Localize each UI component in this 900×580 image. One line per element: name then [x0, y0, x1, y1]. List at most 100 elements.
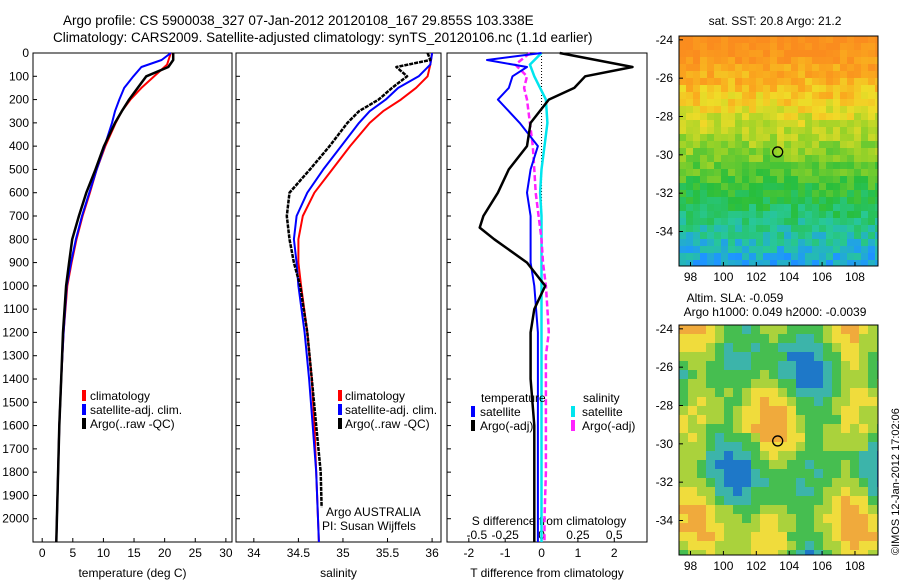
map-cell [805, 239, 812, 246]
map-cell [721, 253, 728, 260]
map-cell [763, 99, 770, 106]
map-cell [823, 424, 832, 433]
depth-tick-label: 1300 [2, 349, 29, 363]
map-cell [784, 120, 791, 127]
map-cell [756, 127, 763, 134]
map-cell [679, 50, 686, 57]
map-cell [742, 218, 749, 225]
map-cell [715, 397, 724, 406]
map-cell [798, 43, 805, 50]
map-cell [875, 232, 878, 239]
map-cell [760, 442, 769, 451]
map-cell [791, 141, 798, 148]
map-cell [787, 325, 796, 334]
map-cell [733, 343, 742, 352]
map-cell [798, 85, 805, 92]
map-cell [770, 211, 777, 218]
map-cell [859, 550, 868, 555]
map-cell [679, 204, 686, 211]
map-cell [724, 370, 733, 379]
map-cell [847, 71, 854, 78]
map-cell [686, 113, 693, 120]
map-cell [715, 406, 724, 415]
map-cell [847, 127, 854, 134]
map-cell [763, 232, 770, 239]
map-cell [679, 514, 688, 523]
lon-tick-label: 98 [684, 559, 698, 573]
map-cell [686, 50, 693, 57]
map-cell [841, 514, 850, 523]
map-cell [812, 197, 819, 204]
map-cell [760, 406, 769, 415]
map-cell [805, 36, 812, 43]
map-cell [724, 442, 733, 451]
map-cell [728, 232, 735, 239]
map-cell [679, 541, 688, 550]
map-cell [756, 99, 763, 106]
map-cell [778, 325, 787, 334]
depth-tick-label: 1900 [2, 488, 29, 502]
map-cell [714, 204, 721, 211]
map-cell [770, 232, 777, 239]
map-cell [686, 239, 693, 246]
map-cell [686, 162, 693, 169]
map-cell [805, 460, 814, 469]
map-cell [715, 352, 724, 361]
map-cell [756, 155, 763, 162]
map-cell [826, 50, 833, 57]
map-cell [833, 127, 840, 134]
map-cell [700, 148, 707, 155]
map-cell [819, 253, 826, 260]
map-cell [721, 92, 728, 99]
map-cell [777, 225, 784, 232]
map-cell [841, 388, 850, 397]
map-cell [688, 523, 697, 532]
map-cell [787, 523, 796, 532]
map-cell [777, 190, 784, 197]
map-cell [854, 71, 861, 78]
map-cell [861, 106, 868, 113]
map-cell [742, 113, 749, 120]
map-cell [742, 169, 749, 176]
map-cell [742, 260, 749, 266]
map-cell [854, 246, 861, 253]
map-cell [760, 397, 769, 406]
map-cell [832, 487, 841, 496]
map-cell [812, 218, 819, 225]
map-cell [840, 36, 847, 43]
map-cell [841, 469, 850, 478]
map-cell [805, 176, 812, 183]
map-cell [735, 120, 742, 127]
map-cell [769, 523, 778, 532]
map-cell [728, 246, 735, 253]
map-cell [728, 183, 735, 190]
map-cell [868, 451, 877, 460]
map-cell [833, 71, 840, 78]
temperature-x-tick-label: 25 [189, 546, 203, 560]
map-cell [700, 169, 707, 176]
map-cell [861, 57, 868, 64]
map-cell [756, 183, 763, 190]
map-cell [760, 343, 769, 352]
map-cell [770, 176, 777, 183]
depth-tick-label: 0 [22, 46, 29, 60]
legend-swatch [571, 406, 575, 417]
map-cell [686, 64, 693, 71]
map-cell [760, 460, 769, 469]
map-cell [769, 397, 778, 406]
map-cell [841, 397, 850, 406]
map-cell [777, 211, 784, 218]
tdiff-x-tick-label: -2 [463, 546, 474, 560]
map-cell [700, 141, 707, 148]
map-cell [840, 148, 847, 155]
map-cell [833, 260, 840, 266]
tdiff-axis-label: T difference from climatology [470, 566, 624, 580]
map-cell [706, 397, 715, 406]
map-cell [868, 43, 875, 50]
legend-label: satellite [582, 405, 623, 419]
map-cell [832, 397, 841, 406]
map-cell [787, 496, 796, 505]
map-cell [697, 469, 706, 478]
map-cell [706, 352, 715, 361]
map-cell [679, 460, 688, 469]
